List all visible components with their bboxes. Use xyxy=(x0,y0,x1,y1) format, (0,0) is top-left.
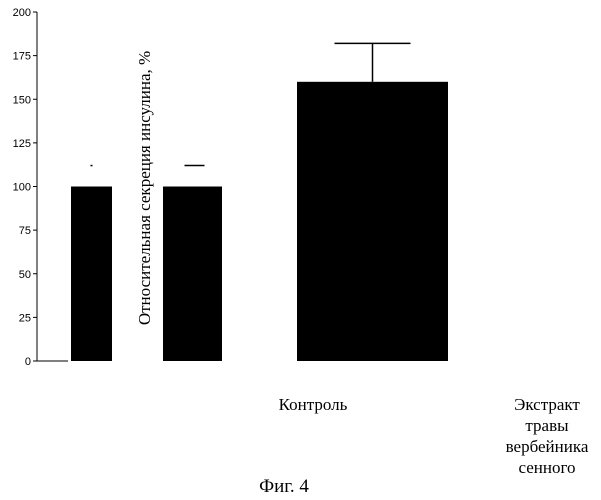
y-tick-label: 150 xyxy=(13,94,31,106)
bars xyxy=(71,82,448,361)
category-label-line: вербейника xyxy=(506,437,589,456)
y-tick-label: 0 xyxy=(25,356,31,368)
category-label-line: сенного xyxy=(518,458,575,477)
bar xyxy=(163,187,222,362)
y-tick-label: 50 xyxy=(19,269,31,281)
y-axis-title: Относительная секреция инсулина, % xyxy=(135,51,154,325)
y-tick-label: 25 xyxy=(19,312,31,324)
figure-caption: Фиг. 4 xyxy=(259,476,309,497)
bar xyxy=(71,187,112,362)
y-tick-label: 75 xyxy=(19,225,31,237)
y-tick-label: 125 xyxy=(13,138,31,150)
y-ticks: 0 25 50 75 100 125 150 175 200 xyxy=(13,7,37,368)
y-axis-title-group: Относительная секреция инсулина, % xyxy=(135,51,154,325)
y-axis xyxy=(37,12,68,361)
category-label-line: Экстракт xyxy=(514,395,580,414)
category-label-line: Контроль xyxy=(279,395,348,414)
y-tick-label: 175 xyxy=(13,51,31,63)
category-label-line: травы xyxy=(525,416,569,435)
category-label: Контроль xyxy=(279,395,348,414)
bar xyxy=(297,82,448,361)
y-tick-label: 100 xyxy=(13,182,31,194)
category-labels: Контроль Экстракт травы вербейника сенного xyxy=(279,395,589,477)
y-tick-label: 200 xyxy=(13,7,31,19)
category-label: Экстракт травы вербейника сенного xyxy=(506,395,589,477)
